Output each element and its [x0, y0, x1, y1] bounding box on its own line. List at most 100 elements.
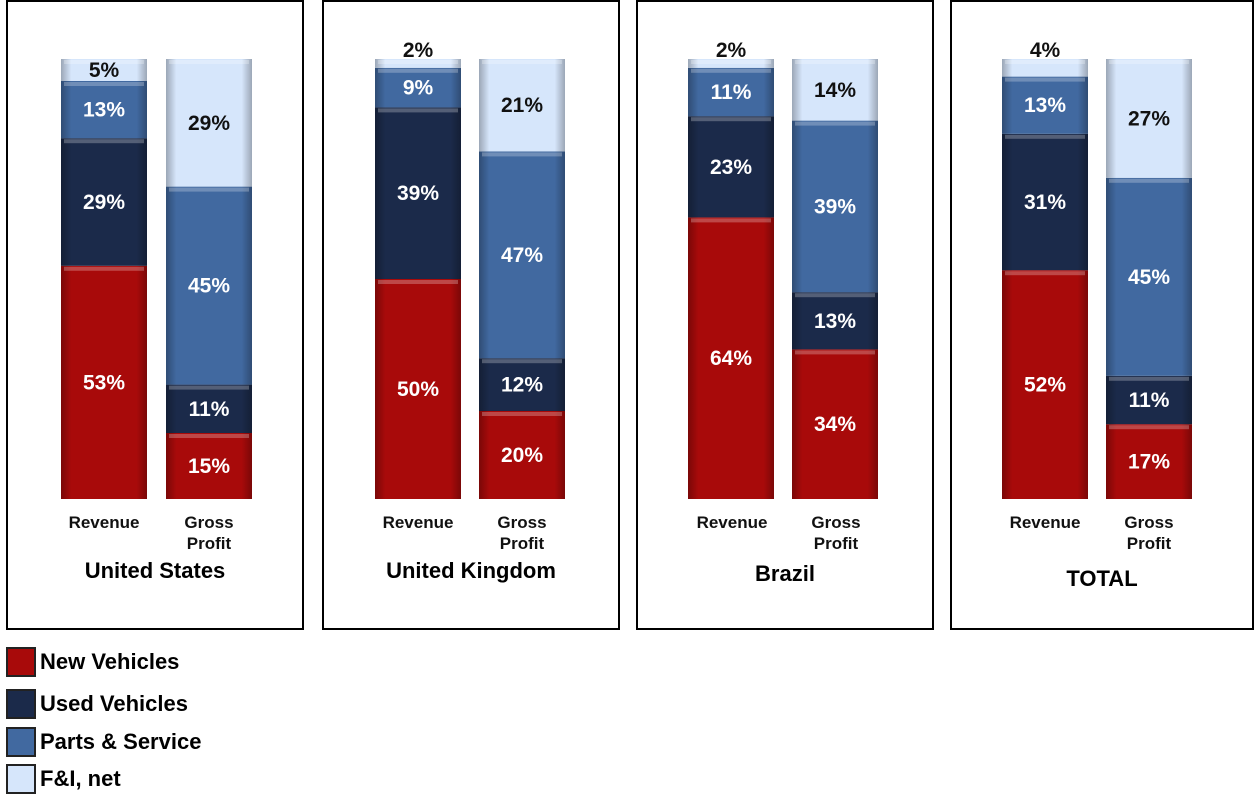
bar-segment-shading [792, 349, 878, 499]
chart-panel-brazil: 64% 23% 11% 2% 34% 13% 39% 14% Revenue Gross Pr… [636, 0, 934, 630]
legend-label: F&I, net [40, 766, 121, 791]
bar-segment-bevel [691, 117, 771, 122]
bar-segment-bevel [482, 60, 562, 64]
data-label: 13% [83, 99, 125, 122]
data-label: 52% [1024, 374, 1066, 397]
bar-segment-shading [1002, 133, 1088, 271]
bar-segment-bevel [691, 218, 771, 223]
data-label: 9% [403, 77, 434, 100]
bar-segment-bevel [1005, 271, 1085, 276]
bar-segment-shading [166, 384, 252, 433]
bar-segment-shading [1106, 375, 1192, 425]
stacked-bar-chart: 50% 39% 9% 2% 20% 12% 47% 21% [375, 39, 565, 499]
chart-panel-total: 52% 31% 13% 4% 17% 11% 45% 27% Revenue Gross Pr… [950, 0, 1254, 630]
data-label: 15% [188, 455, 230, 478]
bar-segment-shading [375, 279, 461, 499]
panel-title: TOTAL [1066, 566, 1138, 591]
bar-segment-shading [1002, 76, 1088, 134]
legend-label: New Vehicles [40, 649, 180, 674]
data-label: 2% [403, 39, 434, 62]
data-label: 29% [188, 112, 230, 135]
data-label: 4% [1030, 39, 1061, 62]
bar-segment-bevel [64, 139, 144, 144]
bar-segment-bevel [1109, 425, 1189, 430]
bar-segment-bevel [795, 350, 875, 355]
data-label: 27% [1128, 107, 1170, 130]
data-label: 14% [814, 79, 856, 102]
legend-label: Used Vehicles [40, 691, 188, 716]
data-label: 23% [710, 156, 752, 179]
bar-segment-bevel [1109, 60, 1189, 64]
data-label: 53% [83, 371, 125, 394]
bar-segment-bevel [169, 60, 249, 64]
bar-segment-bevel [482, 412, 562, 416]
data-label: 45% [1128, 266, 1170, 289]
data-label: 45% [188, 275, 230, 298]
bar-segment-bevel [795, 121, 875, 126]
data-label: 11% [1129, 389, 1170, 412]
data-label: 17% [1128, 451, 1170, 474]
data-label: 21% [501, 94, 543, 117]
bar-segment-shading [688, 217, 774, 499]
bar-segment-bevel [378, 108, 458, 113]
panel-title: Brazil [755, 561, 815, 586]
bar-segment-shading [61, 81, 147, 139]
bar-segment-shading [166, 59, 252, 187]
stacked-bar-chart: 64% 23% 11% 2% 34% 13% 39% 14% [688, 39, 878, 499]
category-label-revenue: Revenue [696, 513, 768, 532]
data-label: 64% [710, 347, 752, 370]
bar-segment-bevel [1109, 178, 1189, 183]
bar-segment-bevel [378, 68, 458, 73]
bar-segment-bevel [169, 187, 249, 192]
data-label: 11% [711, 81, 752, 104]
data-label: 39% [814, 195, 856, 218]
bar-segment-shading [61, 265, 147, 499]
data-label: 13% [1024, 94, 1066, 117]
bar-segment-shading [688, 67, 774, 117]
bar-segment-bevel [691, 68, 771, 73]
data-label: 12% [501, 374, 543, 397]
bar-segment-bevel [1005, 60, 1085, 64]
legend-swatch [6, 727, 36, 757]
bar-segment-bevel [378, 280, 458, 284]
bar-segment-bevel [795, 60, 875, 64]
data-label: 11% [189, 398, 230, 421]
legend-swatch [6, 647, 36, 677]
category-label-gross-profit: Gross Profit [811, 513, 861, 553]
category-label-gross-profit: Gross Profit [497, 513, 547, 553]
bar-segment-shading [479, 358, 565, 411]
category-label-gross-profit: Gross Profit [1124, 513, 1174, 553]
legend-item-used-vehicles: Used Vehicles [6, 687, 188, 721]
bar-segment-bevel [169, 434, 249, 438]
category-label-gross-profit: Gross Profit [184, 513, 234, 553]
data-label: 31% [1024, 191, 1066, 214]
bar-segment-bevel [482, 152, 562, 157]
bar-segment-bevel [64, 82, 144, 86]
bar-segment-bevel [1109, 376, 1189, 381]
bar-segment-shading [61, 138, 147, 266]
bar-segment-shading [688, 116, 774, 218]
chart-panel-united-kingdom: 50% 39% 9% 2% 20% 12% 47% 21% Revenue Gross Pro… [322, 0, 620, 630]
stacked-bar-chart: 52% 31% 13% 4% 17% 11% 45% 27% [1002, 39, 1192, 499]
panel-title: United States [84, 558, 226, 583]
stacked-bar-chart: 53% 29% 13% 5% 15% 11% 45% 29% [61, 59, 252, 499]
bar-segment-bevel [795, 293, 875, 298]
bar-segment-shading [166, 186, 252, 385]
data-label: 47% [501, 244, 543, 267]
bar-segment-shading [1106, 59, 1192, 178]
bar-segment-bevel [64, 266, 144, 271]
bar-segment-bevel [1005, 134, 1085, 139]
data-label: 29% [83, 191, 125, 214]
bar-segment-shading [1002, 59, 1088, 77]
panel-title: United Kingdom [386, 558, 556, 583]
bar-segment-shading [479, 411, 565, 499]
bar-segment-shading [792, 292, 878, 350]
bar-segment-shading [1002, 270, 1088, 499]
bar-segment-bevel [169, 385, 249, 390]
data-label: 39% [397, 182, 439, 205]
legend-item-new-vehicles: New Vehicles [6, 645, 179, 679]
bar-segment-bevel [691, 60, 771, 64]
bar-segment-shading [479, 151, 565, 359]
bar-segment-bevel [482, 359, 562, 364]
chart-panel-united-states: 53% 29% 13% 5% 15% 11% 45% 29% Revenue Gross Pr… [6, 0, 304, 630]
